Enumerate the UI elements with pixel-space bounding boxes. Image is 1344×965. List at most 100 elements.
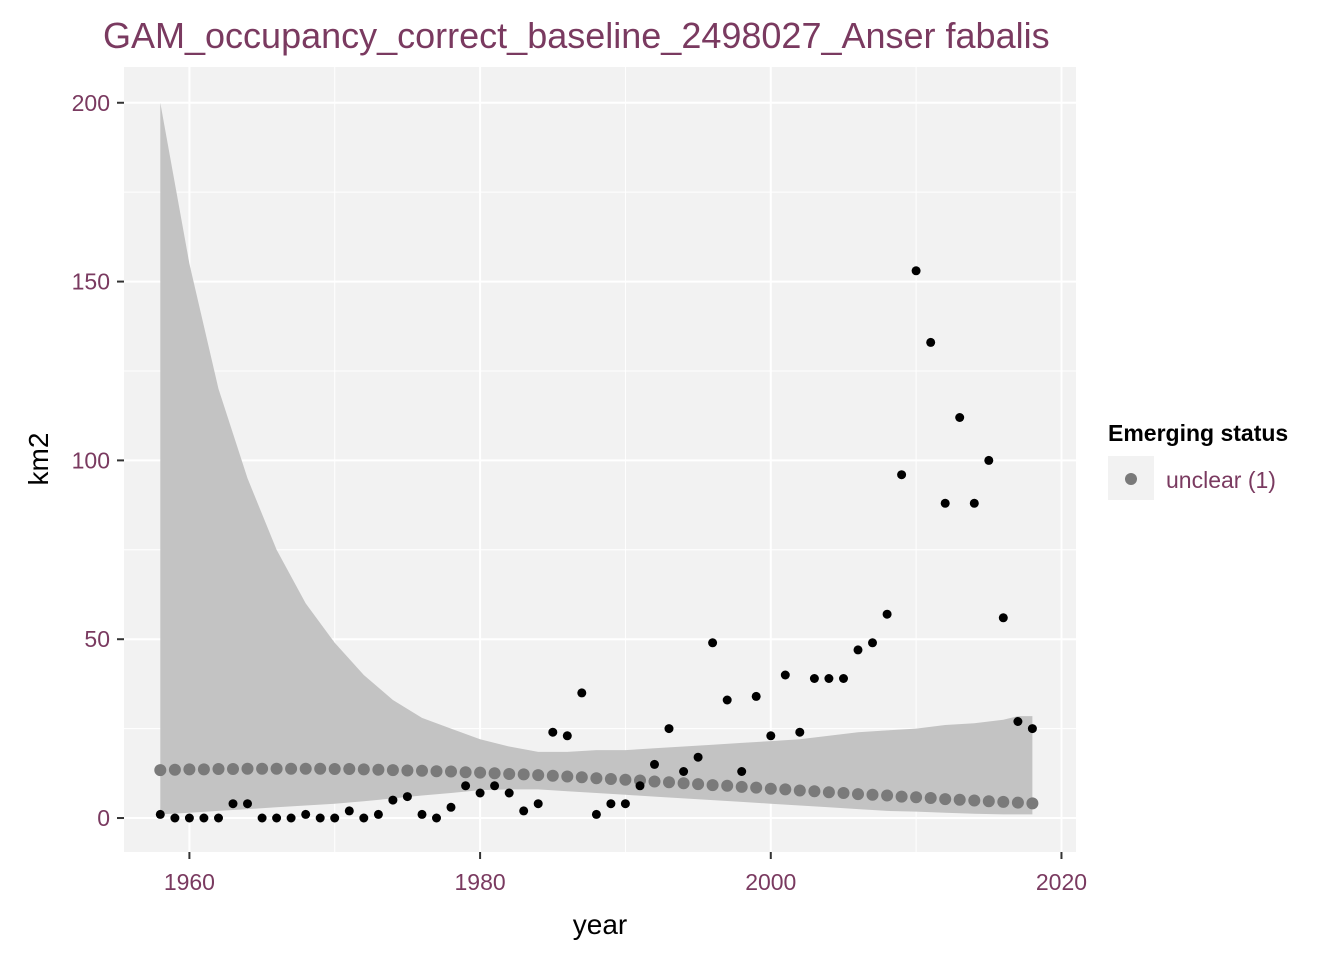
fitted-points-layer [154, 762, 1039, 810]
observed-point [679, 767, 689, 776]
fitted-point [852, 788, 864, 801]
observed-point [446, 802, 456, 812]
observed-point [708, 638, 718, 648]
observed-point [926, 337, 936, 347]
y-tick-label: 200 [72, 90, 110, 116]
observed-point [635, 781, 645, 791]
fitted-point [546, 769, 559, 782]
fitted-point [561, 770, 574, 783]
observed-point [562, 731, 572, 741]
fitted-point [343, 763, 356, 775]
observed-point [199, 813, 209, 823]
fitted-point [968, 794, 981, 807]
fitted-point [299, 762, 312, 775]
x-axis-title: year [573, 909, 627, 940]
observed-point [591, 809, 601, 819]
fitted-point [837, 787, 850, 799]
fitted-point [881, 789, 894, 802]
x-tick-label: 2000 [745, 869, 796, 895]
fitted-point [517, 768, 530, 781]
fitted-point [924, 792, 937, 804]
fitted-point [779, 783, 792, 796]
fitted-point [764, 782, 777, 795]
y-tick-label: 0 [97, 805, 110, 831]
observed-point [853, 645, 863, 655]
observed-point [373, 809, 383, 819]
observed-point [969, 498, 979, 508]
observed-point [519, 806, 529, 816]
observed-point [911, 266, 921, 276]
fitted-point [532, 769, 545, 782]
fitted-point [154, 764, 167, 777]
observed-point [461, 781, 471, 791]
fitted-point [692, 778, 705, 791]
observed-point [286, 813, 296, 823]
fitted-point [706, 779, 719, 792]
fitted-point [808, 785, 821, 798]
y-tick-label: 50 [84, 626, 110, 652]
fitted-point [357, 763, 370, 776]
fitted-point [459, 766, 472, 779]
chart-title: GAM_occupancy_correct_baseline_2498027_A… [103, 15, 1050, 56]
fitted-point [488, 767, 501, 780]
fitted-point [939, 793, 952, 806]
fitted-point [619, 773, 632, 786]
legend-title: Emerging status [1108, 420, 1288, 446]
fitted-point [721, 779, 734, 792]
fitted-point [227, 763, 239, 775]
observed-point [693, 752, 703, 762]
observed-point [1027, 724, 1037, 734]
observed-point [257, 813, 267, 823]
fitted-point [430, 765, 443, 778]
legend-key-point [1125, 473, 1137, 485]
legend: Emerging status unclear (1) [1108, 420, 1288, 500]
fitted-point [503, 768, 516, 780]
fitted-point [197, 763, 210, 776]
observed-point [359, 813, 369, 823]
fitted-point [328, 763, 341, 775]
fitted-point [183, 763, 196, 776]
observed-point [722, 695, 732, 705]
fitted-point [474, 766, 487, 779]
fitted-point [575, 771, 588, 784]
fitted-point [953, 793, 966, 806]
observed-point [664, 724, 674, 734]
fitted-point [997, 795, 1010, 808]
fitted-point [604, 773, 617, 785]
observed-points-layer [155, 266, 1037, 823]
fitted-point [416, 764, 428, 777]
observed-point [272, 813, 282, 823]
observed-point [1013, 717, 1023, 726]
legend-entry-label: unclear (1) [1166, 467, 1276, 493]
observed-point [344, 806, 354, 816]
observed-point [839, 674, 848, 683]
observed-point [432, 813, 441, 823]
observed-point [795, 727, 805, 737]
observed-point [330, 813, 340, 823]
fitted-point [895, 790, 908, 803]
observed-point [388, 795, 398, 805]
observed-point [606, 799, 616, 809]
observed-point [243, 799, 252, 809]
observed-point [228, 799, 238, 809]
observed-point [868, 638, 877, 648]
observed-point [751, 691, 761, 701]
fitted-point [212, 763, 225, 775]
observed-point [984, 455, 994, 465]
observed-point [737, 767, 747, 776]
y-axis: 0 50 100 150 200 [72, 90, 124, 831]
fitted-point [910, 791, 923, 804]
observed-point [155, 809, 165, 819]
observed-point [170, 813, 180, 823]
y-axis-title: km2 [23, 433, 54, 486]
fitted-point [256, 762, 269, 775]
fitted-point [793, 784, 806, 797]
observed-point [533, 799, 543, 809]
observed-point [824, 674, 834, 683]
observed-point [214, 813, 223, 823]
observed-point [301, 809, 311, 819]
observed-point [504, 788, 514, 798]
y-tick-label: 100 [72, 447, 110, 473]
